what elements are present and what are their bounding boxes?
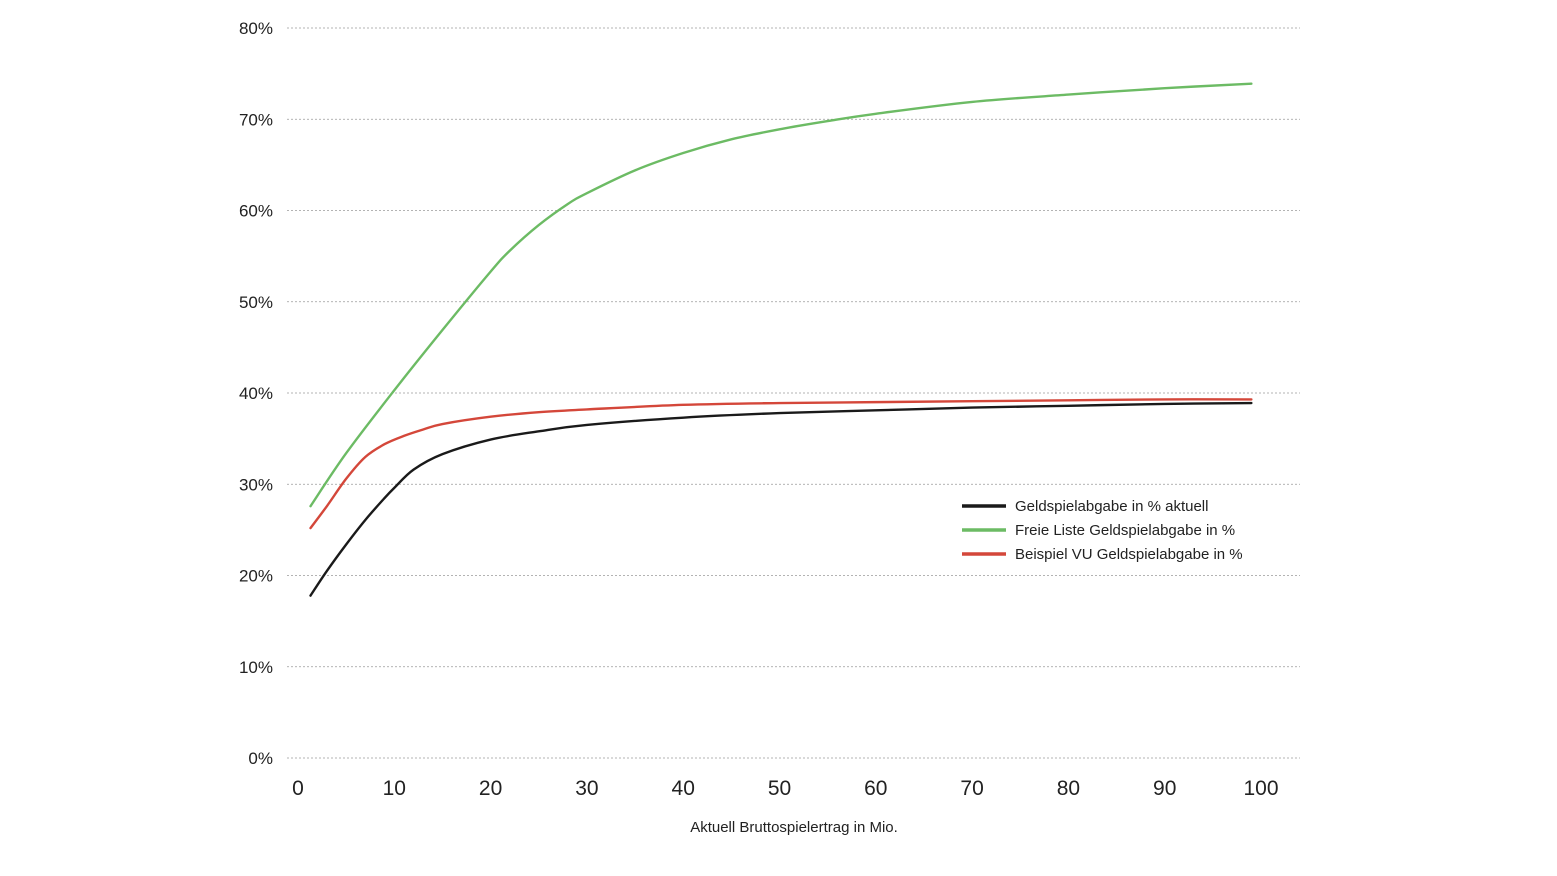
y-tick-label: 30% <box>239 475 273 494</box>
x-tick-label: 50 <box>768 777 791 800</box>
y-tick-label: 10% <box>239 658 273 677</box>
series-lines <box>309 82 1253 597</box>
x-tick-label: 20 <box>479 777 502 800</box>
legend-label: Freie Liste Geldspielabgabe in % <box>1015 522 1235 539</box>
x-tick-label: 40 <box>672 777 695 800</box>
x-axis-ticks: 0 10 20 30 40 50 60 70 80 90 100 <box>292 777 1278 800</box>
legend-label: Beispiel VU Geldspielabgabe in % <box>1015 546 1243 563</box>
y-tick-label: 40% <box>239 384 273 403</box>
y-tick-label: 50% <box>239 293 273 312</box>
y-tick-label: 80% <box>239 19 273 38</box>
y-tick-label: 0% <box>248 749 273 768</box>
y-tick-label: 20% <box>239 567 273 586</box>
series-line-1 <box>309 401 1253 597</box>
x-tick-label: 10 <box>383 777 406 800</box>
legend: Geldspielabgabe in % aktuell Freie Liste … <box>962 498 1243 563</box>
x-tick-label: 70 <box>960 777 983 800</box>
series-line-2 <box>309 82 1253 508</box>
series-line-3 <box>309 398 1253 530</box>
x-tick-label: 90 <box>1153 777 1176 800</box>
x-tick-label: 100 <box>1243 777 1278 800</box>
gridlines <box>287 27 1300 759</box>
y-axis-ticks: 0% 10% 20% 30% 40% 50% 60% 70% 80% <box>239 19 273 768</box>
x-tick-label: 60 <box>864 777 887 800</box>
x-tick-label: 80 <box>1057 777 1080 800</box>
y-tick-label: 70% <box>239 110 273 129</box>
x-tick-label: 30 <box>575 777 598 800</box>
x-tick-label: 0 <box>292 777 304 800</box>
legend-label: Geldspielabgabe in % aktuell <box>1015 498 1208 515</box>
y-tick-label: 60% <box>239 202 273 221</box>
x-axis-label: Aktuell Bruttospielertrag in Mio. <box>690 819 898 836</box>
